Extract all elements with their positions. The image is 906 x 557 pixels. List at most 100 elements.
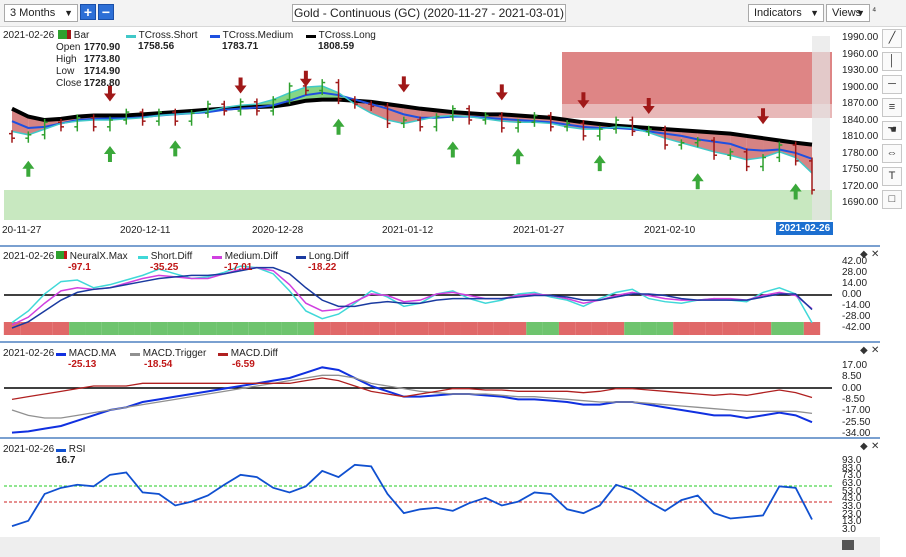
comment-tool-icon[interactable]: □ — [882, 190, 902, 209]
price-x-tick: 2020-12-11 — [120, 225, 171, 236]
drawing-toolbar: ╱ │ ─ ≡ ☚ ⇔ T □ — [880, 27, 904, 213]
macd-y-tick: 8.50 — [842, 371, 862, 383]
sell-arrow-icon — [103, 85, 116, 102]
support-zone — [4, 190, 832, 220]
trend-strip-cell — [705, 322, 723, 335]
ohlc-high: High 1773.80 — [56, 54, 121, 65]
scrollbar-thumb[interactable] — [842, 540, 854, 550]
text-tool-icon[interactable]: T — [882, 167, 902, 186]
sell-arrow-icon — [299, 70, 312, 87]
trend-strip-cell — [134, 322, 151, 335]
ribbon-segment — [795, 142, 812, 174]
price-x-tick: 2020-12-28 — [252, 225, 304, 236]
price-y-tick: 1780.00 — [842, 147, 879, 159]
chevron-down-icon: ▼ — [856, 8, 865, 18]
trend-strip-cell — [363, 322, 380, 335]
trend-strip-cell — [738, 322, 755, 335]
ribbon-segment — [322, 85, 339, 100]
trend-strip-cell — [640, 322, 657, 335]
price-y-tick: 1690.00 — [842, 197, 879, 208]
price-bars — [9, 79, 815, 195]
price-y-tick: 1900.00 — [842, 81, 879, 93]
legend-tcross-long[interactable]: ▬ TCross.Long 1808.59 — [306, 30, 376, 52]
rsi-y-tick: 63.0 — [842, 478, 862, 489]
series-tcross-short — [11, 85, 813, 174]
price-date: 2021-02-26 — [3, 30, 55, 41]
chart-title[interactable]: Gold - Continuous (GC) (2020-11-27 - 202… — [292, 4, 566, 22]
rsi-y-tick: 23.0 — [842, 508, 862, 520]
ohlc-open: Open 1770.90 — [56, 42, 121, 53]
trend-strip-cell — [150, 322, 168, 335]
legend-medium-diff[interactable]: ▬ Medium.Diff -17.01 — [212, 251, 278, 273]
legend-macd-ma[interactable]: ▬ MACD.MA -25.13 — [56, 348, 117, 370]
ribbon-segment — [681, 130, 698, 148]
legend-short-diff[interactable]: ▬ Short.Diff -35.25 — [138, 251, 193, 273]
price-x-tick: 20-11-27 — [2, 225, 42, 236]
trend-strip-cell — [199, 322, 217, 335]
price-y-tick: 1750.00 — [842, 164, 879, 175]
trend-strip-cell — [624, 322, 641, 335]
legend-long-diff[interactable]: ▬ Long.Diff -18.22 — [296, 251, 349, 273]
buy-arrow-icon — [103, 146, 116, 163]
sell-arrow-icon — [397, 76, 410, 93]
period-select[interactable]: 3 Months ▼ — [4, 4, 78, 22]
trend-strip-cell — [428, 322, 445, 335]
horizontal-scrollbar[interactable] — [0, 537, 880, 557]
price-y-tick: 1960.00 — [842, 48, 879, 60]
trend-strip-cell — [526, 322, 543, 335]
top-toolbar: 3 Months ▼ + − Gold - Continuous (GC) (20… — [0, 0, 906, 27]
rsi-y-tick: 73.0 — [842, 470, 862, 482]
macd-pane-close-icon[interactable]: ✕ — [871, 345, 880, 356]
trend-strip-cell — [673, 322, 690, 335]
buy-arrow-icon — [789, 183, 802, 200]
pointer-tool-icon[interactable]: ☚ — [882, 121, 902, 140]
indicators-dropdown[interactable]: Indicators ▼ — [748, 4, 824, 22]
legend-neuralx[interactable]: NeuralX.Max -97.1 — [56, 251, 128, 273]
resize-tool-icon[interactable]: ⇔ — [882, 144, 902, 163]
ribbon-segment — [665, 129, 682, 143]
legend-macd-diff[interactable]: ▬ MACD.Diff -6.59 — [218, 348, 278, 370]
ohlc-close: Close 1728.80 — [56, 78, 121, 89]
legend-tcross-medium[interactable]: ▬ TCross.Medium 1783.71 — [210, 30, 294, 52]
trend-strip-cell — [248, 322, 266, 335]
trend-strip-cell — [314, 322, 331, 335]
ribbon-segment — [746, 135, 764, 160]
rsi-y-tick: 33.0 — [842, 501, 862, 512]
price-x-highlight: 2021-02-26 — [776, 222, 834, 235]
views-dropdown[interactable]: Views ▼ — [826, 4, 870, 22]
rsi-pane-close-icon[interactable]: ✕ — [871, 441, 880, 452]
diff-y-tick: -42.00 — [842, 322, 871, 333]
macd-date: 2021-02-26 — [3, 348, 55, 359]
resistance-zone — [562, 52, 832, 104]
sell-arrow-icon — [757, 108, 770, 125]
diff-pane-collapse-icon[interactable]: ◆ — [860, 249, 868, 260]
buy-arrow-icon — [593, 155, 606, 172]
pin-icon[interactable]: ⁴ — [872, 6, 877, 17]
trend-strip-cell — [787, 322, 804, 335]
rsi-y-tick: 93.0 — [842, 455, 862, 466]
buy-arrow-icon — [512, 148, 525, 165]
price-y-tick: 1810.00 — [842, 131, 879, 142]
trendline-tool-icon[interactable]: ╱ — [882, 29, 902, 48]
zoom-out-button[interactable]: − — [98, 4, 114, 20]
channel-tool-icon[interactable]: ≡ — [882, 98, 902, 117]
series-macd-diff — [11, 377, 813, 400]
zoom-in-button[interactable]: + — [80, 4, 96, 20]
trend-strip-cell — [167, 322, 184, 335]
price-x-tick: 2021-01-27 — [513, 225, 565, 236]
macd-y-tick: 17.00 — [842, 360, 868, 371]
macd-pane-collapse-icon[interactable]: ◆ — [860, 345, 868, 356]
diff-pane-close-icon[interactable]: ✕ — [871, 249, 880, 260]
legend-tcross-short[interactable]: ▬ TCross.Short 1758.56 — [126, 30, 198, 52]
rsi-pane-collapse-icon[interactable]: ◆ — [860, 441, 868, 452]
trend-strip-cell — [216, 322, 233, 335]
vertical-line-tool-icon[interactable]: │ — [882, 52, 902, 71]
trend-strip-cell — [591, 322, 608, 335]
horizontal-line-tool-icon[interactable]: ─ — [882, 75, 902, 94]
legend-rsi[interactable]: ▬ RSI 16.7 — [56, 444, 86, 466]
trend-strip-cell — [689, 322, 706, 335]
trend-strip-cell — [460, 322, 478, 335]
legend-macd-trigger[interactable]: ▬ MACD.Trigger -18.54 — [130, 348, 207, 370]
trend-strip — [3, 322, 821, 335]
